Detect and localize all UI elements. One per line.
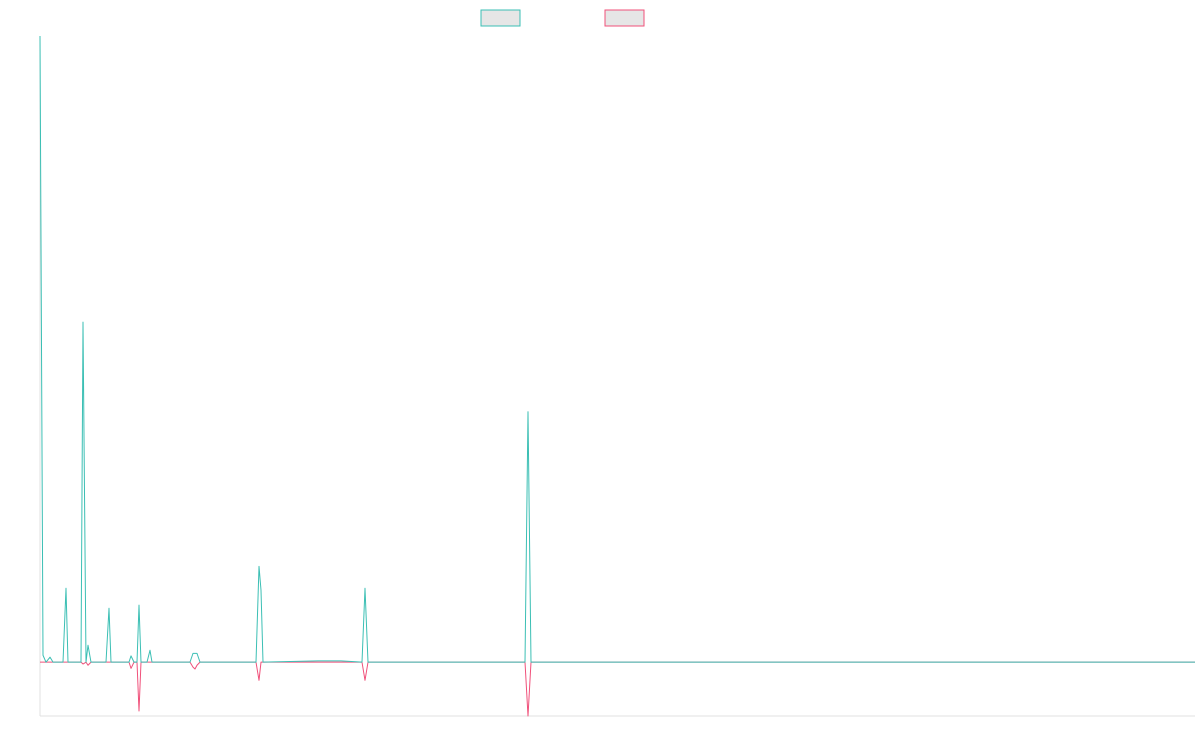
series-line — [39, 35, 1195, 663]
legend-swatch[interactable] — [480, 9, 521, 27]
legend-swatch[interactable] — [604, 9, 645, 27]
series-line — [40, 661, 1195, 717]
